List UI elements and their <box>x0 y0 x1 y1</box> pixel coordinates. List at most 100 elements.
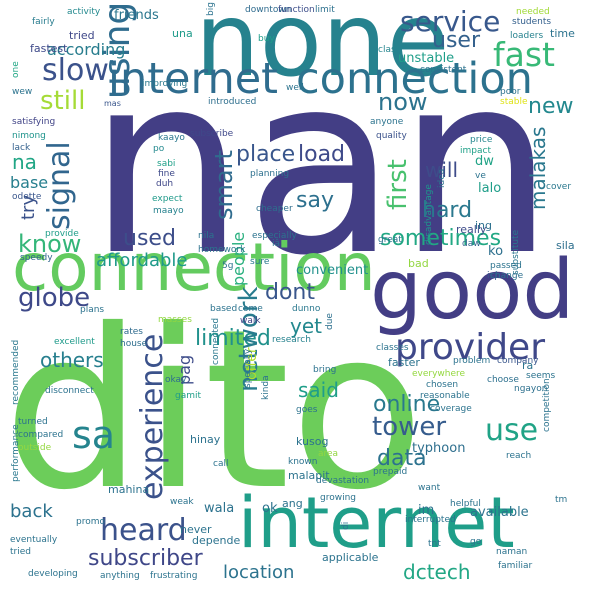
word: experience <box>135 333 170 500</box>
word: none <box>195 0 450 100</box>
word: sure <box>250 257 270 267</box>
word: slow <box>42 53 109 88</box>
word: kaayo <box>158 133 185 143</box>
word: kinda <box>261 375 271 400</box>
word: familiar <box>498 561 533 571</box>
word: poor <box>500 87 521 97</box>
word: specially <box>243 348 253 388</box>
word: odette <box>12 192 42 202</box>
word: developing <box>28 569 78 579</box>
word: 5g <box>222 261 234 271</box>
word: place <box>236 142 296 167</box>
word: activity <box>67 7 101 17</box>
word: tm <box>555 495 568 505</box>
word: planning <box>250 169 290 179</box>
word: nimong <box>12 131 46 141</box>
word: dont <box>265 280 315 305</box>
word: improving <box>142 79 188 89</box>
word: nan <box>88 22 555 310</box>
word: research <box>272 335 311 345</box>
word: classes <box>376 343 409 353</box>
word: hard <box>422 198 473 223</box>
word: mahina <box>108 483 150 496</box>
word: location <box>223 562 295 583</box>
word: homework <box>198 245 246 255</box>
word: faster <box>388 356 420 369</box>
word: lack <box>12 143 31 153</box>
word: known <box>288 457 318 467</box>
word: tried <box>10 547 31 557</box>
word: coverage <box>430 404 472 414</box>
word: sometimes <box>380 226 502 251</box>
word: satisfying <box>12 117 56 127</box>
word: first <box>383 159 413 210</box>
word: frustrating <box>150 571 198 581</box>
word: bad <box>408 257 429 270</box>
word: turned <box>18 417 48 427</box>
word: mas <box>104 99 121 108</box>
word: lalo <box>478 181 502 196</box>
word: dito <box>3 282 425 538</box>
word: base <box>10 173 49 192</box>
word: connection <box>12 229 376 306</box>
word: time <box>550 27 575 40</box>
word: students <box>512 17 552 27</box>
word: due <box>325 313 335 330</box>
word: well <box>286 83 304 93</box>
word: promo <box>76 517 105 527</box>
word: others <box>40 348 104 372</box>
word: subscriber <box>88 546 203 571</box>
word: di <box>341 521 351 530</box>
word: limited <box>195 326 271 351</box>
word: back <box>10 501 53 522</box>
word: eventually <box>10 535 58 545</box>
word: company <box>497 356 539 366</box>
word: say <box>296 188 334 213</box>
word: goes <box>296 405 318 415</box>
word: cheaper <box>256 204 293 214</box>
word: online <box>373 392 441 417</box>
word: based <box>210 304 238 314</box>
word: chosen <box>426 380 459 390</box>
word: provider <box>395 327 545 368</box>
word: introduced <box>208 97 257 107</box>
word: now <box>378 88 428 116</box>
word: people <box>229 231 248 286</box>
word: tried <box>69 29 95 42</box>
word: passed <box>490 261 522 271</box>
word: expect <box>152 194 183 204</box>
word: provide <box>45 229 79 239</box>
word: impact <box>460 146 491 156</box>
word: masses <box>158 315 192 325</box>
word: maayo <box>153 206 184 216</box>
word: said <box>298 378 339 402</box>
word: prepaid <box>373 467 408 477</box>
word: service <box>400 5 501 38</box>
word: una <box>172 27 193 40</box>
word: sila <box>556 239 575 252</box>
word: competition <box>542 378 552 432</box>
word: limit <box>315 5 335 15</box>
word: fine <box>158 169 175 179</box>
word: fast <box>493 35 555 74</box>
word: wew <box>12 87 33 97</box>
word: devastation <box>316 476 370 486</box>
word: malapit <box>288 469 330 482</box>
word: ngayon <box>514 384 548 394</box>
word: price <box>470 135 493 145</box>
word: globe <box>18 283 91 313</box>
word: ang <box>282 497 303 510</box>
word: tower <box>372 412 447 442</box>
word: user <box>432 28 480 53</box>
word: affordable <box>96 250 188 271</box>
word: unstable <box>398 51 455 66</box>
word: anything <box>100 571 140 581</box>
word: sabi <box>157 159 176 169</box>
word: buy <box>258 34 275 44</box>
word: dctech <box>403 560 471 584</box>
word: consistent <box>420 65 467 75</box>
word: reasonable <box>420 391 470 401</box>
word: ve <box>475 171 486 181</box>
word: duh <box>156 179 174 189</box>
word: interrupted <box>405 515 456 525</box>
